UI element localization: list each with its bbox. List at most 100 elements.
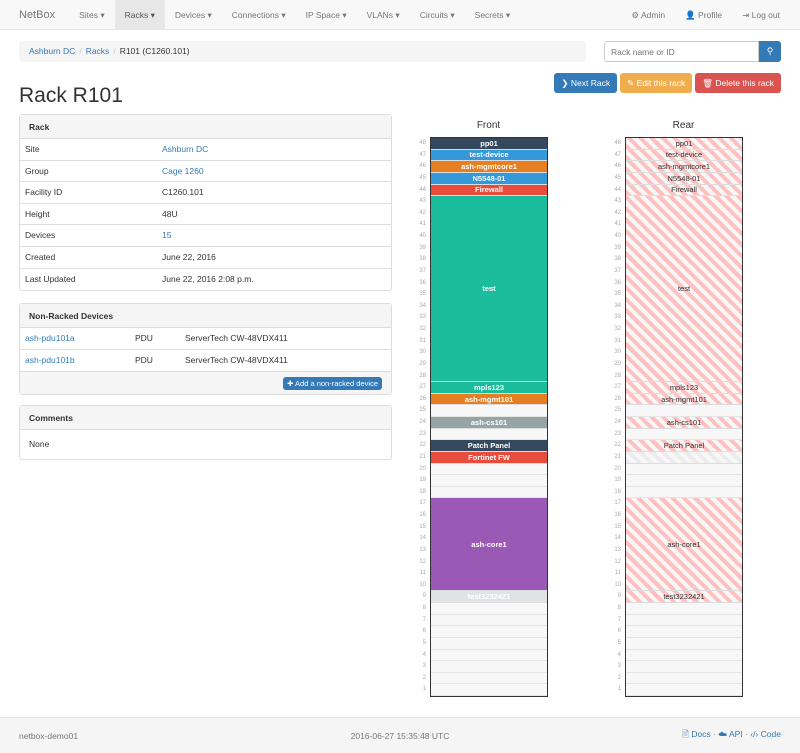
unit-number: 5 [617,639,621,646]
rear-device[interactable]: pp01 [626,138,742,150]
breadcrumb-racks[interactable]: Racks [85,46,110,56]
unit-number: 11 [614,570,621,577]
profile-link[interactable]: 👤 Profile [685,9,723,20]
front-device[interactable]: test-device [431,149,547,162]
empty-slot[interactable] [431,672,547,685]
empty-slot[interactable] [431,661,547,673]
front-device[interactable]: ash-cs101 [431,417,547,429]
front-device[interactable]: mpls123 [431,382,547,394]
front-device[interactable]: Patch Panel [431,440,547,452]
next-rack-button[interactable]: ❯ Next Rack [554,73,618,93]
nav-item[interactable]: VLANs ▾ [366,9,400,20]
row-value[interactable]: Ashburn DC [162,144,209,154]
empty-slot[interactable] [626,428,742,441]
empty-slot[interactable] [626,637,742,650]
nav-item[interactable]: Connections ▾ [231,9,286,20]
rear-device[interactable] [626,451,742,464]
front-device[interactable]: test3232421 [431,591,547,603]
rear-device[interactable]: Firewall [626,184,742,197]
empty-slot[interactable] [431,626,547,638]
rear-device[interactable]: test [626,196,742,383]
row-value[interactable]: 15 [162,230,172,241]
nav-item[interactable]: Secrets ▾ [474,9,511,20]
nav-item[interactable]: Devices ▾ [174,9,212,20]
row-label: Last Updated [25,273,76,284]
empty-slot[interactable] [431,463,547,476]
front-device[interactable]: Firewall [431,184,547,197]
nav-item[interactable]: Sites ▾ [79,9,105,20]
front-device[interactable]: N5548-01 [431,172,547,185]
logout-link[interactable]: ⇥ Log out [742,9,780,20]
rear-device[interactable]: mpls123 [626,382,742,394]
docs-link[interactable]: 🖹 Docs [682,728,711,739]
empty-slot[interactable] [626,603,742,615]
rear-device[interactable]: ash-core1 [626,498,742,592]
rear-device[interactable]: ash-mgmt101 [626,393,742,406]
rear-device[interactable]: ash-mgmtcore1 [626,161,742,173]
rear-device[interactable]: test3232421 [626,591,742,603]
unit-number: 38 [419,256,426,263]
device-link[interactable]: ash-pdu101a [25,333,75,343]
comments-text: None [29,439,50,449]
front-device[interactable]: test [431,196,547,383]
empty-slot[interactable] [431,614,547,627]
rear-device[interactable]: N5548-01 [626,172,742,185]
front-device[interactable]: ash-core1 [431,498,547,592]
panel-heading: Comments [20,406,391,430]
panel-heading: Non-Racked Devices [20,304,391,328]
rear-device[interactable]: ash-cs101 [626,417,742,429]
empty-slot[interactable] [626,672,742,685]
unit-number: 26 [419,395,426,402]
front-label: Front [476,120,501,131]
empty-slot[interactable] [626,463,742,476]
empty-slot[interactable] [626,626,742,638]
unit-number: 27 [419,384,426,391]
unit-number: 34 [614,302,621,309]
nav-item[interactable]: IP Space ▾ [305,9,347,20]
search-input[interactable] [604,41,759,62]
brand-logo[interactable]: NetBox [19,8,56,21]
front-device[interactable]: pp01 [431,138,547,150]
table-row: Facility ID C1260.101 [20,182,391,204]
unit-number: 21 [419,453,426,460]
empty-slot[interactable] [626,475,742,487]
empty-slot[interactable] [431,475,547,487]
empty-slot[interactable] [431,637,547,650]
unit-number: 2 [617,674,621,681]
breadcrumb-site[interactable]: Ashburn DC [29,46,76,56]
empty-slot[interactable] [626,405,742,417]
row-value[interactable]: Cage 1260 [162,165,204,176]
empty-slot[interactable] [431,649,547,662]
admin-link[interactable]: ⚙ Admin [631,9,666,20]
nav-item[interactable]: Circuits ▾ [419,9,455,20]
rear-device[interactable]: test-device [626,149,742,162]
edit-rack-button[interactable]: ✎ Edit this rack [620,73,693,93]
device-link[interactable]: ash-pdu101b [25,354,75,365]
add-non-racked-device-button[interactable]: ✚ Add a non-racked device [283,376,382,390]
unit-number: 22 [419,442,426,449]
breadcrumb: Ashburn DC / Racks / R101 (C1260.101) [19,41,586,62]
empty-slot[interactable] [626,661,742,673]
empty-slot[interactable] [626,614,742,627]
front-device[interactable]: Fortinet FW [431,451,547,464]
front-device[interactable]: ash-mgmt101 [431,393,547,406]
unit-number: 3 [422,663,426,670]
empty-slot[interactable] [431,603,547,615]
search-button[interactable]: ⚲ [759,41,781,62]
unit-number: 4 [617,651,621,658]
nav-item[interactable]: Racks ▾ [114,0,165,30]
delete-rack-button[interactable]: 🗑 Delete this rack [695,73,781,93]
row-label: Facility ID [25,187,63,198]
api-link[interactable]: ☁ API [718,728,743,739]
empty-slot[interactable] [431,684,547,696]
empty-slot[interactable] [626,684,742,696]
empty-slot[interactable] [626,486,742,499]
unit-number: 29 [419,360,426,367]
rear-device[interactable]: Patch Panel [626,440,742,452]
code-link[interactable]: ‹/› Code [750,728,781,739]
empty-slot[interactable] [431,486,547,499]
empty-slot[interactable] [431,428,547,441]
front-device[interactable]: ash-mgmtcore1 [431,161,547,173]
empty-slot[interactable] [626,649,742,662]
empty-slot[interactable] [431,405,547,417]
